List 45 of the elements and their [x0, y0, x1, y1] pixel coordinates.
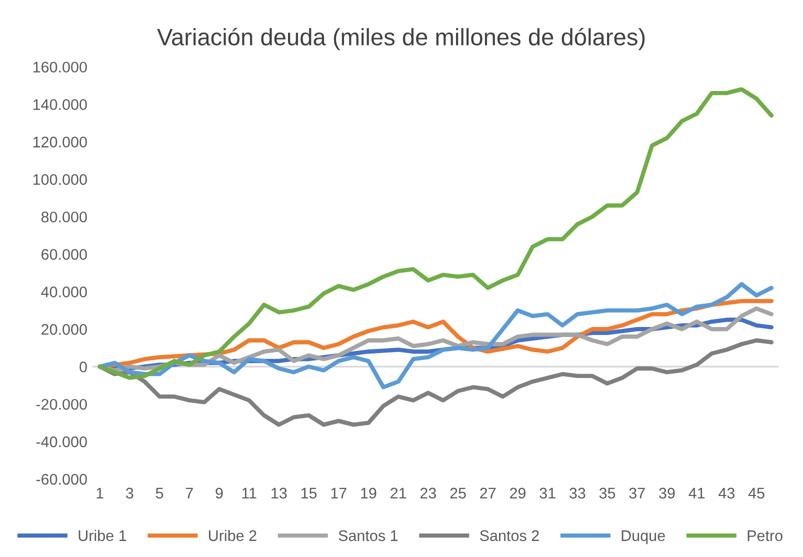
x-tick-label: 21 — [390, 488, 406, 498]
y-tick-label: 40.000 — [41, 286, 87, 298]
legend-label: Santos 2 — [480, 530, 539, 542]
y-tick-label: 80.000 — [41, 212, 87, 222]
x-tick-label: 9 — [216, 488, 223, 499]
legend-label: Uribe 2 — [208, 530, 256, 542]
x-tick-label: 29 — [510, 488, 526, 499]
x-tick-label: 27 — [480, 488, 496, 498]
x-tick-label: 19 — [361, 488, 376, 499]
x-tick-label: 37 — [629, 488, 645, 499]
y-tick-label: -20.000 — [36, 398, 87, 410]
x-tick-label: 13 — [272, 488, 287, 499]
x-tick-label: 43 — [718, 488, 734, 499]
legend-label: Duque — [622, 530, 665, 544]
y-tick-label: 60.000 — [42, 249, 87, 260]
legend-label: Petro — [748, 530, 782, 542]
x-tick-label: 45 — [748, 488, 764, 499]
x-tick-label: 3 — [126, 488, 134, 499]
line-series — [98, 282, 774, 390]
chart-title: Variación deuda (miles de millones de dólares) — [157, 28, 645, 50]
x-tick-label: 7 — [186, 488, 193, 498]
x-tick-label: 11 — [242, 488, 256, 498]
x-tick-label: 15 — [301, 488, 317, 499]
y-tick-label: 120.000 — [33, 136, 87, 148]
legend-label: Santos 1 — [338, 530, 398, 542]
x-tick-label: 33 — [570, 488, 586, 499]
x-tick-label: 25 — [450, 488, 466, 499]
y-tick-label: 0 — [80, 361, 87, 372]
x-tick-label: 17 — [331, 488, 346, 498]
x-tick-label: 35 — [599, 488, 616, 499]
x-tick-label: 39 — [659, 488, 675, 499]
y-tick-label: 20.000 — [42, 324, 87, 335]
y-tick-label: -40.000 — [36, 436, 87, 448]
line-series — [98, 87, 774, 380]
y-tick-label: -60.000 — [36, 474, 87, 485]
legend-label: Uribe 1 — [78, 530, 126, 542]
x-tick-label: 1 — [96, 488, 104, 498]
x-tick-label: 23 — [420, 488, 436, 499]
line-series — [98, 338, 774, 427]
x-tick-label: 31 — [540, 488, 556, 499]
y-tick-label: 140.000 — [33, 99, 87, 110]
x-tick-label: 5 — [156, 488, 164, 499]
x-tick-label: 41 — [688, 488, 705, 498]
y-tick-label: 160.000 — [33, 62, 87, 73]
y-tick-label: 100.000 — [33, 174, 87, 185]
